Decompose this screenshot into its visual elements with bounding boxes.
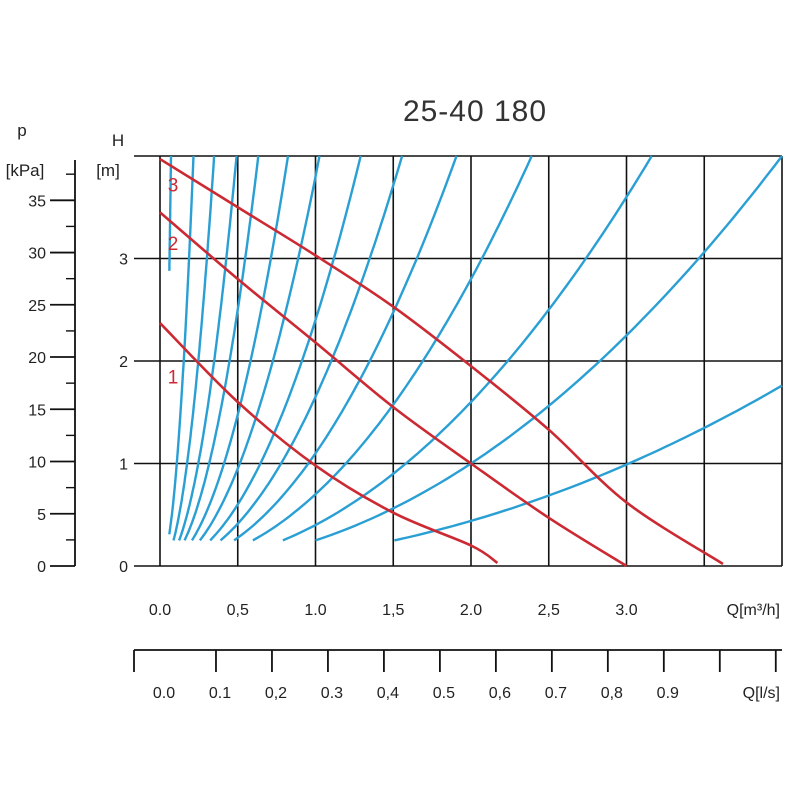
pressure-tick-label: 20 [28,350,46,367]
flow-tick-label: 0,5 [227,602,249,619]
pressure-tick-label: 15 [28,402,46,419]
head-tick-label: 3 [119,252,128,269]
system-curve [315,155,783,542]
pump-curve-1 [159,322,499,565]
pump-curve-label-2: 2 [168,234,179,255]
flow-tick-label: 2,5 [538,602,560,619]
flow-tick-label: 1.0 [304,602,326,619]
head-tick-label: 1 [119,457,128,474]
head-tick-label: 2 [119,354,128,371]
system-curve [183,155,260,541]
pump-curve-2 [159,211,628,568]
head-axis-ticks: 0 1 2 3 [119,252,128,577]
flow-ls-tick-label: 0,4 [377,685,399,702]
system-curve [233,155,458,542]
pump-curve-3 [159,157,724,566]
system-curves [168,155,783,542]
pressure-tick-label: 25 [28,298,46,315]
head-axis-label: H [112,131,124,150]
pump-curve-label-1: 1 [168,367,179,388]
flow-tick-label: 0.0 [149,602,171,619]
head-axis-unit: [m] [96,161,120,180]
flow-ls-tick-label: 0,8 [601,685,623,702]
system-curve [209,155,362,542]
system-curve [177,155,238,541]
pump-curves: 1 2 3 [159,157,724,568]
flow-ls-axis: 0.0 0.1 0,2 0.3 0,4 0.5 0,6 0.7 0,8 0.9 [133,649,782,702]
pressure-axis-ticks: 0 5 10 15 20 25 30 35 [28,160,76,576]
system-curve [168,156,173,271]
flow-ls-tick-label: 0.1 [209,685,231,702]
pressure-tick-label: 10 [28,455,46,472]
flow-tick-label: 2.0 [460,602,482,619]
flow-tick-label: 3.0 [615,602,637,619]
pressure-tick-label: 30 [28,246,46,263]
pressure-tick-label: 35 [28,193,46,210]
system-curve [190,155,290,542]
flow-ls-tick-label: 0.0 [153,685,175,702]
flow-axis-label: Q[m³/h] [727,602,780,619]
flow-axis-ticks: 0.0 0,5 1.0 1,5 2.0 2,5 3.0 [149,602,638,619]
flow-ls-tick-label: 0.3 [321,685,343,702]
pressure-axis-unit: [kPa] [6,161,45,180]
flow-ls-tick-label: 0,2 [265,685,287,702]
grid [134,155,783,567]
pressure-axis-label: p [17,121,26,140]
system-curve [168,155,195,535]
flow-ls-axis-label: Q[l/s] [743,685,780,702]
flow-ls-tick-label: 0,6 [489,685,511,702]
head-tick-label: 0 [119,559,128,576]
pressure-tick-label: 5 [37,507,46,524]
pressure-tick-label: 0 [37,559,46,576]
system-curve [198,155,321,542]
flow-tick-label: 1,5 [382,602,404,619]
system-curve [282,155,653,542]
flow-ls-tick-label: 0.5 [433,685,455,702]
pump-curve-label-3: 3 [168,176,179,197]
chart-title: 25-40 180 [403,95,547,128]
system-curve [394,384,783,542]
system-curve [219,155,404,542]
flow-ls-tick-label: 0.7 [545,685,567,702]
pressure-axis: p [kPa] [6,121,45,180]
flow-ls-tick-label: 0.9 [657,685,679,702]
